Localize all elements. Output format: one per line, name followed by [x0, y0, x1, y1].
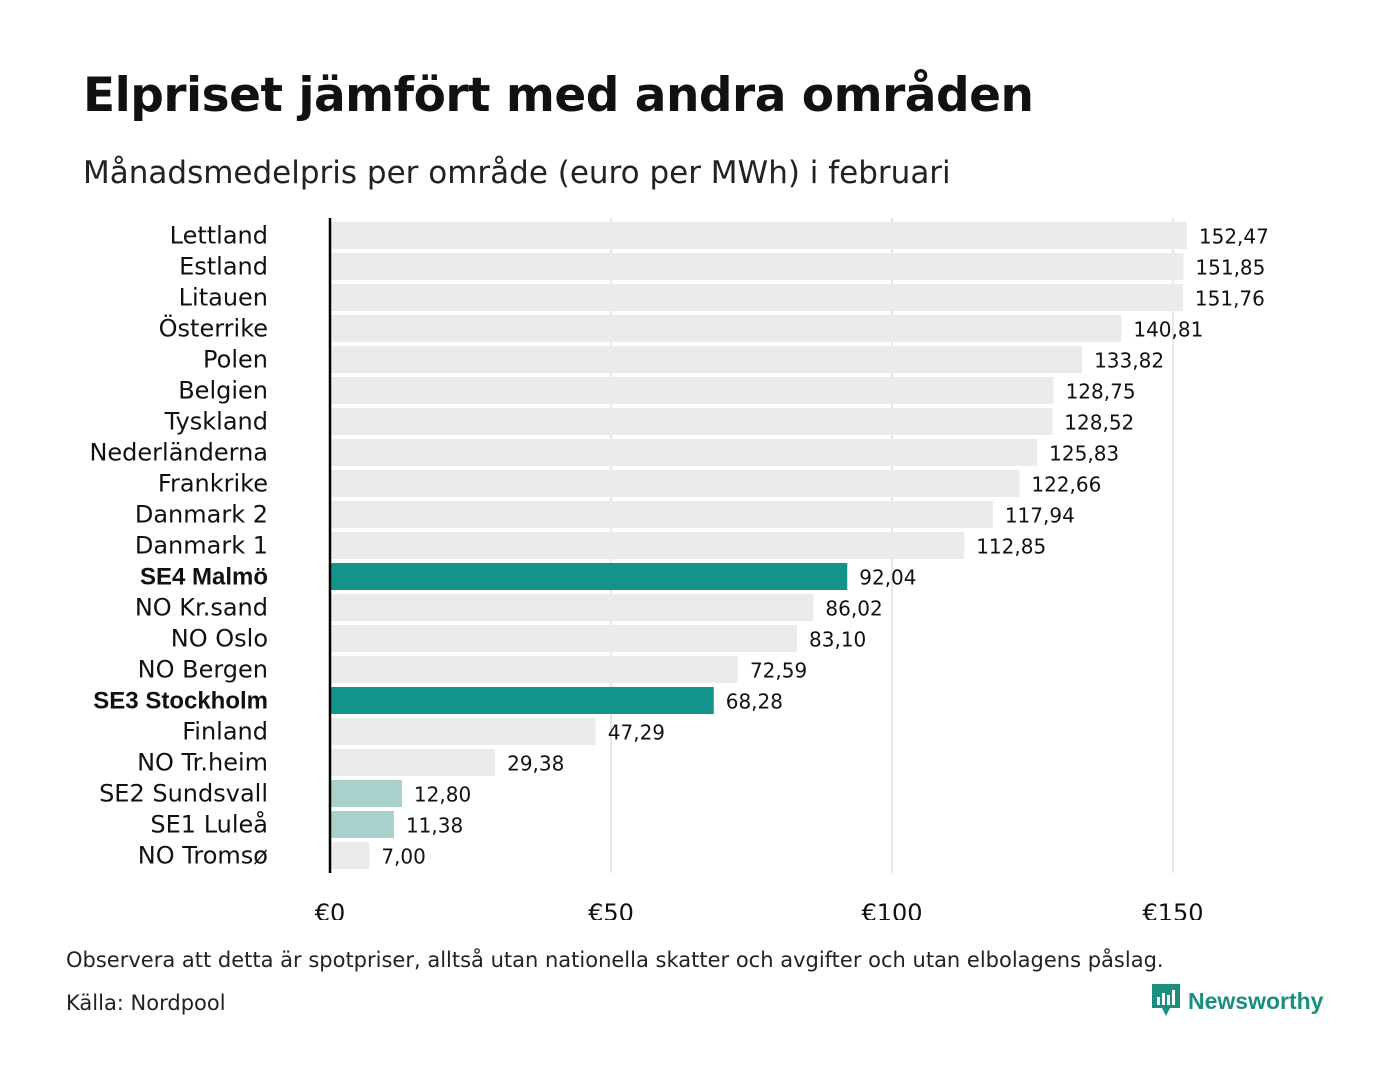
x-tick-label: €100: [861, 899, 922, 920]
bar: [330, 346, 1083, 373]
bar: [330, 749, 496, 776]
bar: [330, 780, 402, 807]
value-label: 86,02: [825, 597, 882, 621]
value-label: 151,85: [1195, 256, 1265, 280]
newsworthy-logo-icon: [1152, 984, 1180, 1016]
value-label: 133,82: [1094, 349, 1164, 373]
x-tick-label: €50: [588, 899, 634, 920]
value-labels: 152,47 151,85 151,76 140,81 133,82 128,75 128,…: [381, 225, 1269, 869]
category-label: Tyskland: [164, 408, 268, 436]
category-label: Lettland: [170, 222, 268, 250]
footnote: Observera att detta är spotpriser, allts…: [66, 948, 1164, 972]
bar: [330, 222, 1187, 249]
category-label: SE2 Sundsvall: [99, 780, 268, 808]
value-label: 112,85: [976, 535, 1046, 559]
bar: [330, 842, 370, 869]
value-label: 47,29: [608, 721, 665, 745]
value-label: 92,04: [859, 566, 916, 590]
category-label: SE1 Luleå: [150, 810, 268, 839]
value-label: 152,47: [1199, 225, 1269, 249]
category-label: Frankrike: [158, 470, 268, 498]
bar: [330, 439, 1038, 466]
value-label: 68,28: [726, 690, 783, 714]
value-label: 117,94: [1005, 504, 1075, 528]
source-note: Källa: Nordpool: [66, 991, 226, 1015]
category-label: Polen: [203, 346, 268, 374]
category-label: Nederländerna: [89, 439, 268, 467]
value-label: 128,75: [1066, 380, 1136, 404]
bar: [330, 718, 596, 745]
bar: [330, 563, 848, 590]
category-label: Litauen: [179, 284, 268, 312]
bar: [330, 687, 714, 714]
brand-name: Newsworthy: [1188, 987, 1324, 1014]
bar: [330, 501, 993, 528]
category-label: Österrike: [159, 314, 268, 343]
bar: [330, 625, 798, 652]
category-label: Danmark 1: [135, 532, 268, 560]
x-axis-ticks: €0 €50 €100 €150: [315, 899, 1204, 920]
bar: [330, 656, 738, 683]
bar: [330, 408, 1053, 435]
value-label: 122,66: [1031, 473, 1101, 497]
category-label: NO Kr.sand: [135, 594, 268, 622]
bar: [330, 315, 1122, 342]
value-label: 29,38: [507, 752, 564, 776]
category-label: Finland: [182, 718, 268, 746]
value-label: 125,83: [1049, 442, 1119, 466]
category-label: SE4 Malmö: [140, 564, 268, 591]
value-label: 12,80: [414, 783, 471, 807]
x-tick-label: €150: [1142, 899, 1203, 920]
bar: [330, 377, 1054, 404]
chart-subtitle: Månadsmedelpris per område (euro per MWh…: [83, 155, 951, 191]
value-label: 7,00: [381, 845, 426, 869]
value-label: 128,52: [1064, 411, 1134, 435]
category-label: NO Tromsø: [138, 842, 268, 870]
category-label: NO Bergen: [138, 656, 268, 684]
brand-logo: Newsworthy: [1152, 984, 1323, 1018]
bar: [330, 253, 1184, 280]
x-tick-label: €0: [315, 899, 346, 920]
category-label: SE3 Stockholm: [93, 688, 268, 715]
bar: [330, 594, 814, 621]
bar: [330, 284, 1183, 311]
bar: [330, 811, 394, 838]
value-label: 11,38: [406, 814, 463, 838]
value-label: 83,10: [809, 628, 866, 652]
value-label: 72,59: [750, 659, 807, 683]
category-label: NO Tr.heim: [137, 749, 268, 777]
bar: [330, 532, 965, 559]
category-label: Danmark 2: [135, 501, 268, 529]
bars: [330, 222, 1187, 869]
chart-title: Elpriset jämfört med andra områden: [83, 68, 1034, 123]
value-label: 140,81: [1133, 318, 1203, 342]
category-label: Estland: [179, 253, 268, 281]
value-label: 151,76: [1195, 287, 1265, 311]
category-label: NO Oslo: [171, 625, 268, 653]
category-label: Belgien: [178, 377, 268, 405]
bar: [330, 470, 1020, 497]
